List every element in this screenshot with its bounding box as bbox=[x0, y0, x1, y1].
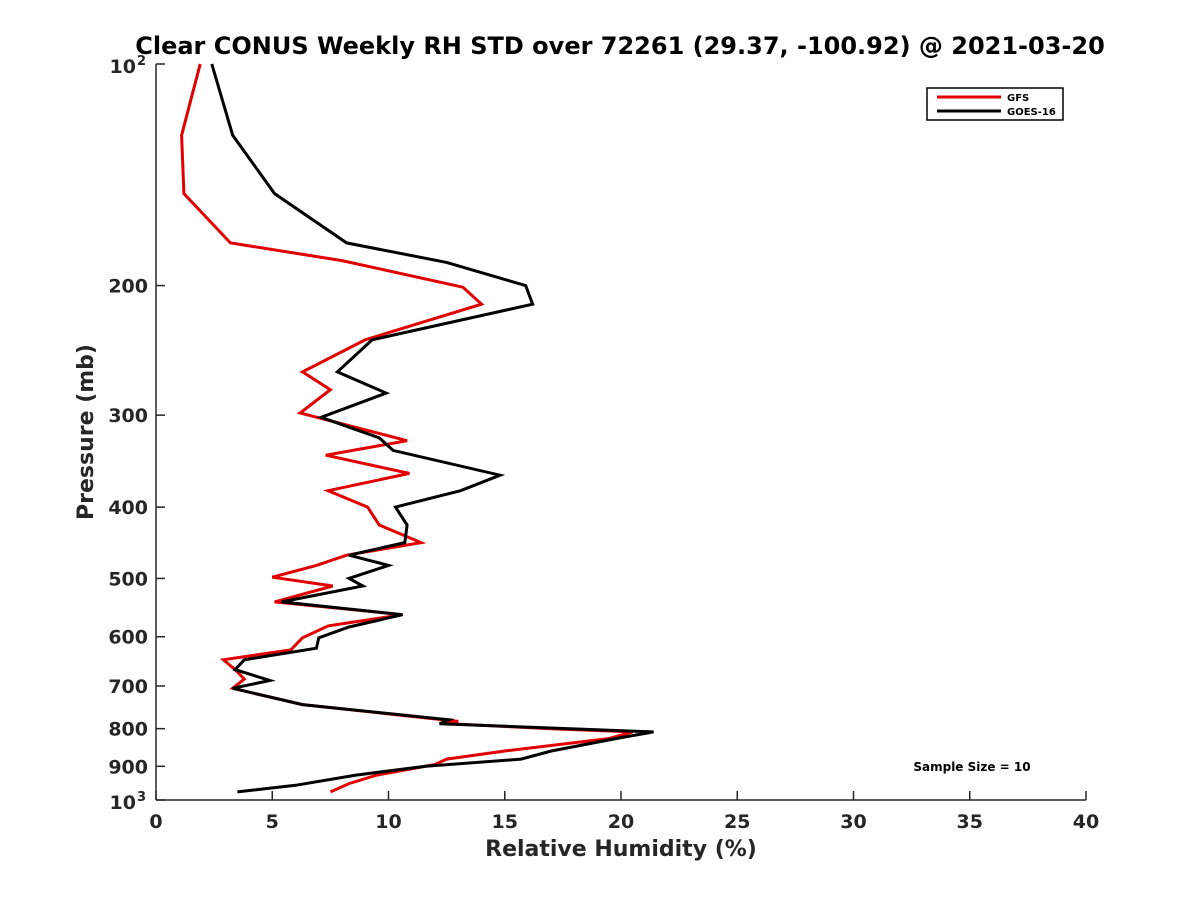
x-tick-label: 10 bbox=[375, 811, 401, 833]
y-tick-label: 700 bbox=[108, 676, 148, 698]
y-tick-label: 600 bbox=[108, 627, 148, 649]
x-tick-label: 15 bbox=[492, 811, 518, 833]
legend-label-goes16: GOES-16 bbox=[1007, 107, 1056, 118]
legend-box bbox=[926, 87, 1064, 121]
y-tick-label: 400 bbox=[108, 497, 148, 519]
y-tick-label: 800 bbox=[108, 719, 148, 741]
x-tick-label: 40 bbox=[1073, 811, 1099, 833]
sample-size-annotation: Sample Size = 10 bbox=[913, 760, 1030, 774]
legend: GFS GOES-16 bbox=[926, 87, 1064, 121]
y-tick-exponent: 3 bbox=[137, 790, 146, 805]
x-tick-label: 30 bbox=[840, 811, 866, 833]
x-ticks: 0 5 10 15 20 25 30 35 40 bbox=[149, 791, 1099, 833]
x-tick-label: 25 bbox=[724, 811, 750, 833]
plot-area bbox=[180, 63, 654, 794]
x-tick-label: 35 bbox=[957, 811, 983, 833]
y-tick-label: 10 bbox=[110, 792, 136, 814]
y-axis-label: Pressure (mb) bbox=[74, 344, 99, 520]
series-line-gfs bbox=[180, 63, 634, 794]
series-line-goes16 bbox=[210, 63, 654, 794]
y-tick-label: 900 bbox=[108, 756, 148, 778]
y-tick-exponent: 2 bbox=[137, 54, 146, 69]
legend-label-gfs: GFS bbox=[1007, 93, 1029, 104]
y-tick-label: 300 bbox=[108, 405, 148, 427]
x-tick-label: 0 bbox=[149, 811, 162, 833]
y-tick-label: 10 bbox=[110, 56, 136, 78]
y-tick-label: 200 bbox=[108, 276, 148, 298]
chart-title: Clear CONUS Weekly RH STD over 72261 (29… bbox=[135, 32, 1105, 60]
x-tick-label: 5 bbox=[266, 811, 279, 833]
y-tick-label: 500 bbox=[108, 568, 148, 590]
x-axis-label: Relative Humidity (%) bbox=[485, 837, 757, 862]
x-tick-label: 20 bbox=[608, 811, 634, 833]
